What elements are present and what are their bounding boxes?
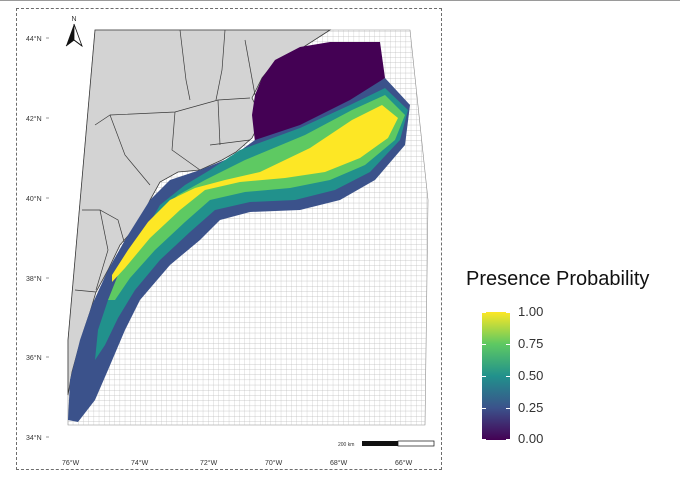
legend-tick-mark [506,376,510,377]
lat-label: 44°N [26,35,42,43]
north-arrow: N [65,16,83,48]
lat-label: 40°N [26,195,42,203]
lon-label: 68°W [330,459,348,467]
legend-tick-mark [506,408,510,409]
lat-label: 38°N [26,275,42,283]
lat-label: 36°N [26,354,42,362]
legend-tick-label: 0.25 [518,400,544,415]
legend-tick-mark [482,312,486,313]
legend-tick-mark [482,439,486,440]
legend-tick-mark [506,312,510,313]
legend-tick-mark [482,376,486,377]
map-frame [16,8,442,470]
lon-label: 66°W [395,459,413,467]
state-borders [74,29,256,293]
latitude-axis: 44°N 42°N 40°N 38°N 36°N 34°N [26,35,49,442]
legend-colorbar [482,312,510,440]
legend-title: Presence Probability [466,268,650,290]
scale-bar-label: 200 km [338,442,354,448]
legend-tick-mark [506,344,510,345]
legend-tick-mark [506,439,510,440]
legend-tick-mark [482,408,486,409]
legend-tick-mark [482,344,486,345]
top-rule [0,0,680,1]
lat-label: 34°N [26,434,42,442]
lon-label: 70°W [265,459,283,467]
legend-tick-label: 0.75 [518,336,544,351]
longitude-axis: 76°W 74°W 72°W 70°W 68°W 66°W [62,459,413,467]
lat-label: 42°N [26,115,42,123]
lon-label: 72°W [200,459,218,467]
legend: Presence Probability 1.00 0.75 0.50 0.25… [466,268,676,458]
north-arrow-label: N [72,16,77,23]
lon-label: 76°W [62,459,80,467]
legend-tick-label: 0.50 [518,368,544,383]
scale-bar: 200 km [338,440,435,448]
presence-probability-band [68,42,410,422]
lon-label: 74°W [131,459,149,467]
legend-tick-label: 1.00 [518,304,544,319]
legend-tick-label: 0.00 [518,431,544,446]
